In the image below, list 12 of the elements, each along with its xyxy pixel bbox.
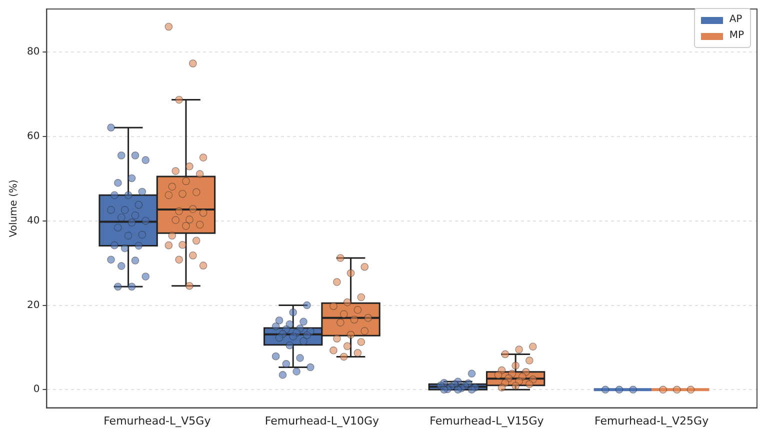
y-tick-label: 0 [33,384,40,396]
y-tick-label: 60 [26,131,40,142]
y-axis-title: Volume (%) [8,179,20,238]
x-tick-label: Femurhead-L_V10Gy [264,414,380,428]
y-tick-label: 20 [26,300,40,311]
y-tick-label: 40 [26,215,40,226]
legend-label: MP [729,29,744,43]
x-tick-label: Femurhead-L_V15Gy [430,414,544,428]
x-tick-label: Femurhead-L_V5Gy [104,414,212,428]
x-tick-label: Femurhead-L_V25Gy [594,414,710,428]
y-tick-label: 80 [26,46,40,58]
legend-label: AP [729,13,742,27]
